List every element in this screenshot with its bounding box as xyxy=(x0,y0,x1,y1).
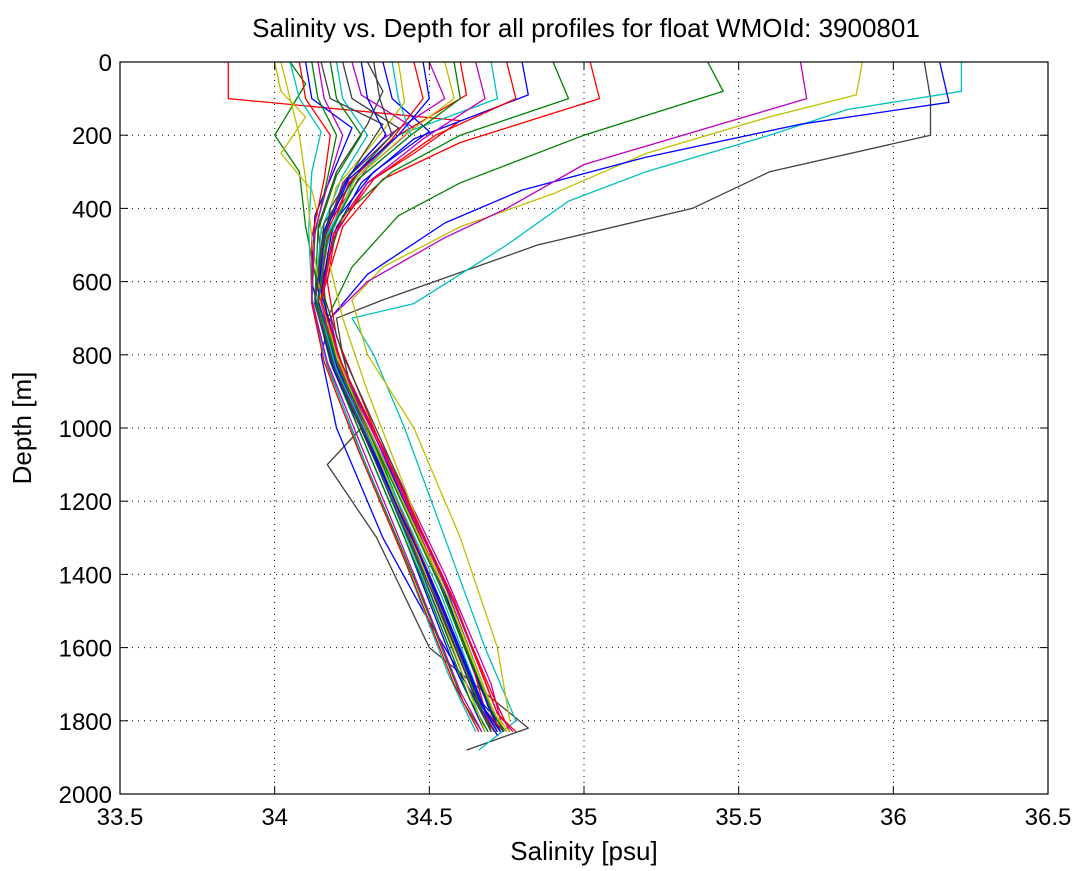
profile-line xyxy=(320,62,950,736)
x-tick-label: 34 xyxy=(261,804,288,831)
chart-title: Salinity vs. Depth for all profiles for … xyxy=(252,13,920,43)
x-tick-label: 36 xyxy=(880,804,907,831)
y-tick-label: 600 xyxy=(72,270,112,297)
y-tick-label: 200 xyxy=(72,123,112,150)
grid-layer xyxy=(120,62,1048,794)
y-tick-label: 800 xyxy=(72,343,112,370)
y-tick-label: 0 xyxy=(99,50,112,77)
profile-line xyxy=(351,62,963,751)
profile-line xyxy=(311,62,483,733)
x-tick-label: 36.5 xyxy=(1025,804,1072,831)
profile-line xyxy=(274,62,499,733)
y-tick-label: 1400 xyxy=(59,562,112,589)
y-tick-label: 1800 xyxy=(59,709,112,736)
x-tick-label: 33.5 xyxy=(97,804,144,831)
profile-line xyxy=(314,62,495,733)
profile-line xyxy=(351,62,864,721)
profile-line xyxy=(320,62,514,733)
y-tick-label: 1600 xyxy=(59,636,112,663)
profile-line xyxy=(320,62,517,733)
profile-lines xyxy=(227,62,963,751)
y-tick-label: 400 xyxy=(72,196,112,223)
profile-line xyxy=(326,62,932,751)
x-tick-label: 34.5 xyxy=(406,804,453,831)
x-tick-label: 35.5 xyxy=(715,804,762,831)
profile-line xyxy=(317,62,505,733)
profile-line xyxy=(298,62,480,733)
y-axis-title: Depth [m] xyxy=(7,372,37,485)
y-tick-label: 1200 xyxy=(59,489,112,516)
y-tick-label: 1000 xyxy=(59,416,112,443)
x-tick-label: 35 xyxy=(571,804,598,831)
x-axis-title: Salinity [psu] xyxy=(510,836,657,866)
axis-ticks: 33.5 34 34.5 35 35.5 36 36.5 0 200 400 600 800 1000 1… xyxy=(59,50,1072,831)
y-tick-label: 2000 xyxy=(59,782,112,809)
profile-line xyxy=(329,62,808,732)
